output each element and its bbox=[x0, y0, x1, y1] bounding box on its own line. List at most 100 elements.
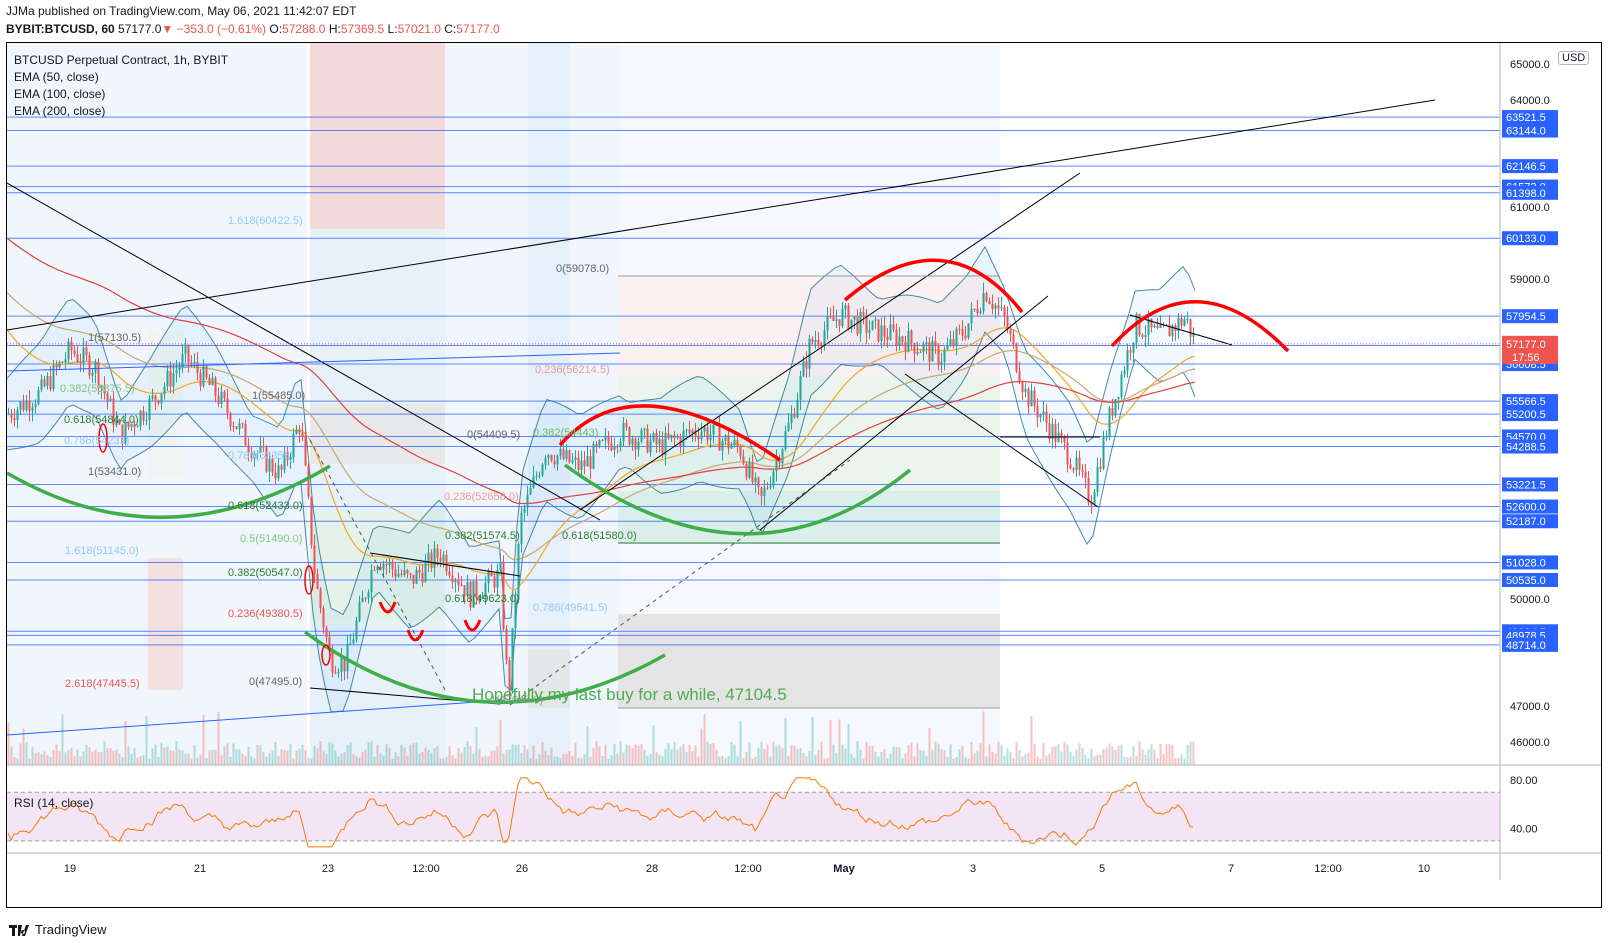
volume-bar bbox=[139, 756, 142, 765]
candle-body bbox=[493, 576, 496, 588]
volume-bar bbox=[1141, 749, 1144, 765]
candle-body bbox=[1063, 436, 1066, 443]
candle-body bbox=[433, 548, 436, 569]
volume-bar bbox=[241, 754, 244, 765]
volume-bar bbox=[343, 752, 346, 765]
volume-bar bbox=[289, 744, 292, 765]
footer-brand[interactable]: TradingView bbox=[8, 922, 107, 937]
candle-body bbox=[1141, 334, 1144, 337]
candle-body bbox=[94, 361, 97, 373]
candle-body bbox=[568, 450, 571, 463]
candle-body bbox=[604, 436, 607, 441]
volume-bar bbox=[595, 741, 598, 765]
circle-marker bbox=[98, 423, 108, 453]
volume-bar bbox=[520, 753, 523, 765]
candle-body bbox=[670, 434, 673, 439]
volume-bar bbox=[1072, 755, 1075, 765]
volume-bar bbox=[928, 727, 931, 765]
candle-body bbox=[973, 308, 976, 310]
x-axis-tick-label: 12:00 bbox=[412, 863, 440, 875]
volume-bar bbox=[178, 749, 181, 765]
volume-bar bbox=[415, 742, 418, 765]
candle-body bbox=[217, 395, 220, 404]
volume-bar bbox=[958, 749, 961, 765]
candle-body bbox=[397, 573, 400, 577]
fib-level-label: 0.236(49380.5) bbox=[228, 608, 303, 620]
volume-bar bbox=[307, 757, 310, 765]
pattern-arc bbox=[563, 463, 912, 536]
candle-body bbox=[361, 598, 364, 603]
volume-bar bbox=[454, 758, 457, 765]
high-value: 57369.5 bbox=[340, 22, 385, 36]
candle-body bbox=[760, 487, 763, 496]
volume-bar bbox=[607, 758, 610, 765]
volume-bar bbox=[640, 744, 643, 765]
volume-bar bbox=[1003, 755, 1006, 765]
candle-body bbox=[427, 552, 430, 563]
bottom-marker-arc bbox=[406, 629, 425, 642]
candle-body bbox=[652, 433, 655, 441]
volume-bar bbox=[823, 758, 826, 765]
fib-zone bbox=[618, 614, 1000, 708]
symbol-name: BYBIT:BTCUSD, 60 bbox=[6, 22, 115, 36]
volume-bar bbox=[133, 748, 136, 765]
candle-body bbox=[466, 581, 469, 597]
candle-body bbox=[667, 433, 670, 439]
volume-bar bbox=[1120, 744, 1123, 765]
volume-bar bbox=[1159, 743, 1162, 765]
volume-bar bbox=[694, 745, 697, 765]
candle-body bbox=[52, 364, 55, 390]
volume-bar bbox=[784, 718, 787, 765]
volume-bar bbox=[142, 754, 145, 765]
volume-bar bbox=[925, 755, 928, 765]
candle-body bbox=[226, 398, 229, 414]
candle-body bbox=[1192, 334, 1195, 337]
volume-bar bbox=[1096, 754, 1099, 765]
pattern-arc bbox=[1110, 300, 1290, 353]
candle-body bbox=[544, 457, 547, 465]
volume-bar bbox=[313, 746, 316, 765]
ema100-line bbox=[7, 292, 1196, 561]
volume-bar bbox=[430, 752, 433, 765]
currency-button[interactable]: USD bbox=[1558, 51, 1590, 65]
candle-body bbox=[964, 335, 967, 338]
price-change: −353.0 (−0.61%) bbox=[176, 22, 267, 36]
candle-body bbox=[826, 316, 829, 331]
volume-bar bbox=[1138, 741, 1141, 765]
level-price-tag bbox=[1502, 514, 1558, 529]
candle-body bbox=[595, 443, 598, 447]
volume-bar bbox=[316, 748, 319, 765]
volume-bar bbox=[247, 747, 250, 765]
volume-bar bbox=[445, 756, 448, 765]
candle-body bbox=[262, 445, 265, 448]
candle-body bbox=[781, 449, 784, 464]
candle-body bbox=[478, 597, 481, 599]
candle-body bbox=[748, 462, 751, 478]
chart-frame bbox=[6, 42, 1602, 908]
low-label: L: bbox=[387, 22, 398, 36]
volume-bar bbox=[55, 744, 58, 765]
level-price-tag-label: 63521.5 bbox=[1506, 112, 1546, 124]
candle-body bbox=[31, 407, 34, 412]
volume-bar bbox=[637, 745, 640, 765]
ohlc-line: BYBIT:BTCUSD, 60 57177.0▼ −353.0 (−0.61%… bbox=[6, 22, 500, 36]
candle-body bbox=[64, 359, 67, 363]
volume-bar bbox=[631, 748, 634, 765]
volume-bar bbox=[685, 751, 688, 765]
level-price-tag-label: 52187.0 bbox=[1506, 516, 1546, 528]
volume-bar bbox=[955, 757, 958, 765]
volume-bar bbox=[772, 741, 775, 765]
volume-bar bbox=[766, 744, 769, 765]
candle-body bbox=[607, 436, 610, 444]
candle-body bbox=[889, 324, 892, 340]
candle-body bbox=[1048, 423, 1051, 439]
volume-bar bbox=[76, 749, 79, 765]
volume-bar bbox=[655, 752, 658, 765]
x-axis-tick-label: 5 bbox=[1099, 863, 1105, 875]
volume-bar bbox=[988, 744, 991, 765]
volume-bar bbox=[172, 750, 175, 765]
volume-bar bbox=[751, 758, 754, 765]
volume-bar bbox=[931, 749, 934, 765]
x-axis-tick-label: 19 bbox=[64, 863, 76, 875]
